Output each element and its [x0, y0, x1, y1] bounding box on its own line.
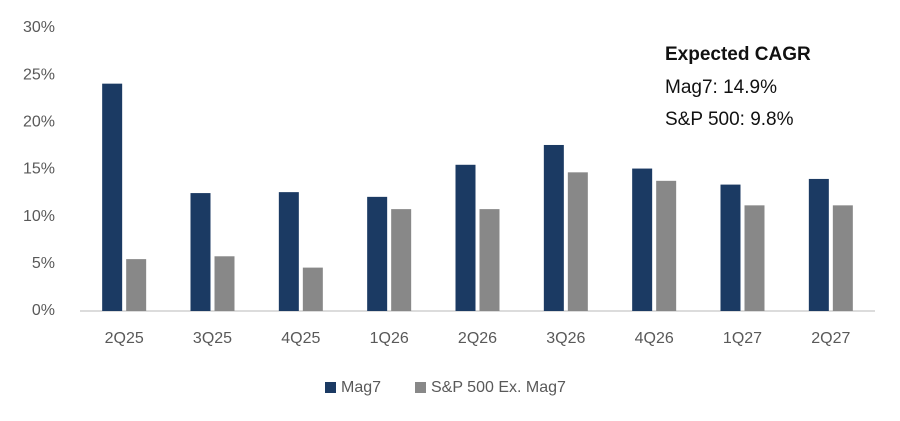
y-tick-label: 20% [23, 114, 55, 131]
bar [102, 83, 123, 311]
y-tick-label: 15% [23, 161, 55, 178]
bar [479, 209, 500, 311]
bar [543, 144, 564, 311]
x-tick-label: 2Q27 [811, 330, 850, 347]
annotation: Mag7: 14.9% [665, 77, 777, 98]
legend-swatch [415, 382, 426, 393]
x-tick-label: 3Q26 [546, 330, 585, 347]
bar [214, 256, 235, 311]
bar [302, 267, 323, 311]
annotation: S&P 500: 9.8% [665, 109, 794, 130]
bar [190, 193, 211, 311]
legend-swatch [325, 382, 336, 393]
y-tick-label: 10% [23, 208, 55, 225]
bar [744, 205, 765, 311]
bar [832, 205, 853, 311]
bar [455, 164, 476, 311]
x-tick-label: 2Q25 [105, 330, 144, 347]
bar [278, 192, 299, 311]
legend-label: S&P 500 Ex. Mag7 [431, 379, 566, 396]
bar [808, 178, 829, 311]
x-tick-label: 1Q26 [370, 330, 409, 347]
x-tick-label: 1Q27 [723, 330, 762, 347]
annotation-title: Expected CAGR [665, 44, 811, 65]
y-tick-label: 25% [23, 66, 55, 83]
y-tick-label: 30% [23, 19, 55, 36]
x-tick-label: 4Q25 [281, 330, 320, 347]
bar [367, 196, 388, 311]
y-tick-label: 5% [32, 255, 55, 272]
bar [567, 172, 588, 311]
legend-label: Mag7 [341, 379, 381, 396]
x-tick-label: 2Q26 [458, 330, 497, 347]
bar [126, 259, 147, 311]
bar [632, 168, 653, 311]
y-tick-label: 0% [32, 302, 55, 319]
bar [656, 180, 677, 311]
bar [720, 184, 741, 311]
bar [391, 209, 412, 311]
x-tick-label: 4Q26 [635, 330, 674, 347]
x-tick-label: 3Q25 [193, 330, 232, 347]
